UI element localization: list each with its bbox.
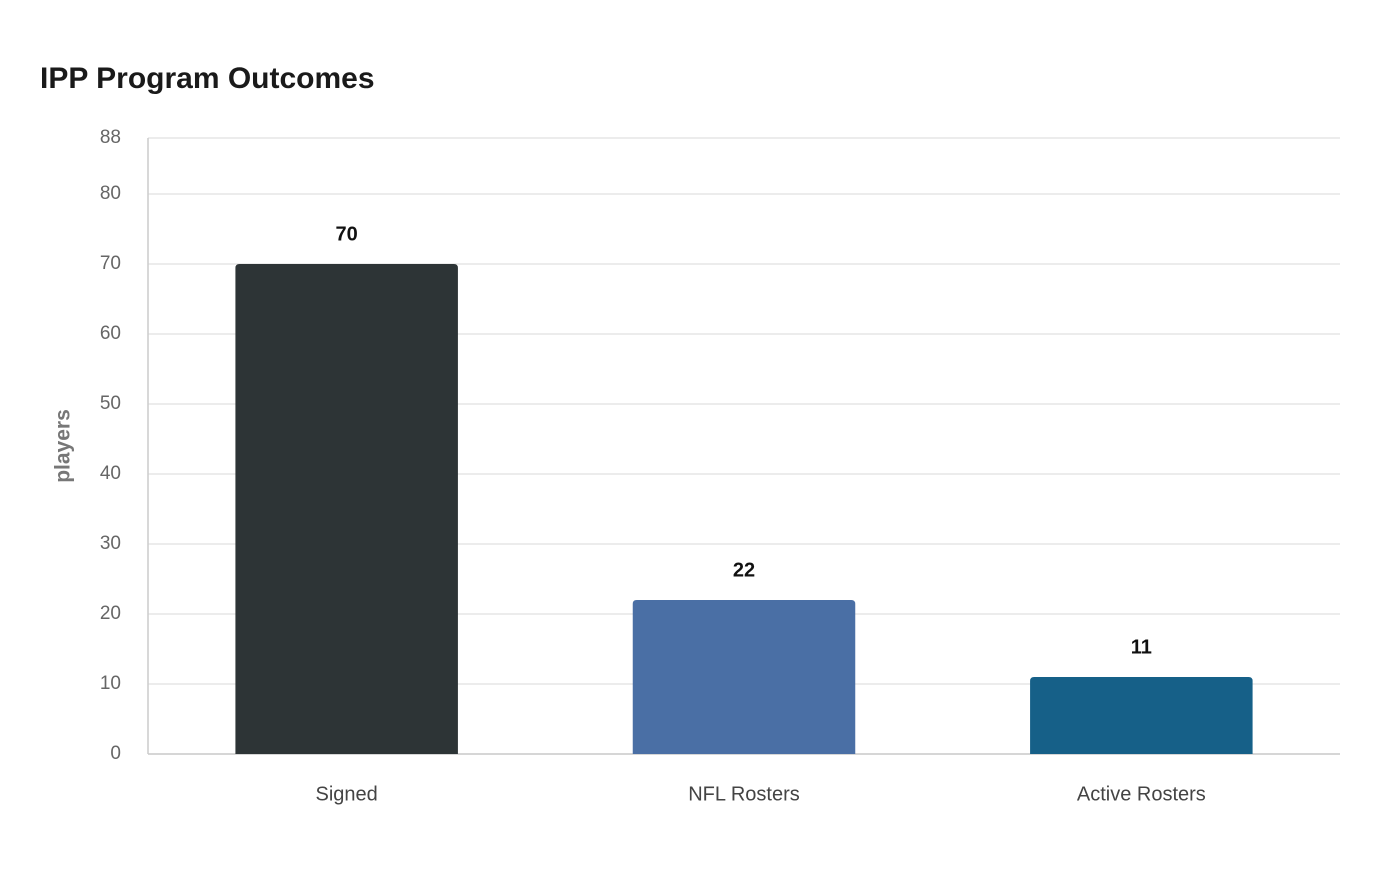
y-tick-label: 0 (110, 743, 121, 764)
value-label: 22 (733, 559, 755, 581)
y-tick-label: 50 (100, 393, 121, 414)
bar (235, 264, 458, 754)
x-tick-label: Active Rosters (1077, 783, 1206, 805)
y-tick-label: 88 (100, 127, 121, 148)
y-tick-label: 80 (100, 183, 121, 204)
value-label: 11 (1131, 636, 1152, 658)
y-tick-label: 60 (100, 323, 121, 344)
y-axis-label: players (52, 409, 75, 483)
value-label: 70 (336, 223, 358, 245)
x-tick-label: NFL Rosters (688, 783, 800, 805)
x-tick-label: Signed (316, 783, 378, 805)
bar (632, 600, 856, 754)
y-tick-label: 70 (100, 253, 121, 274)
bar (1030, 677, 1253, 754)
y-tick-label: 20 (100, 603, 121, 624)
y-tick-label: 30 (100, 533, 121, 554)
y-tick-label: 40 (100, 463, 121, 484)
y-tick-label: 10 (100, 673, 121, 694)
chart-title: IPP Program Outcomes (40, 62, 375, 95)
